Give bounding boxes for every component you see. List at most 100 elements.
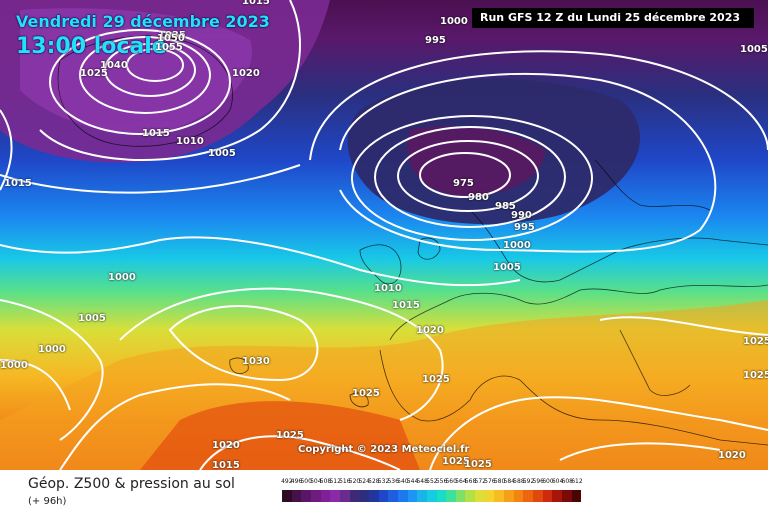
scale-tick: 524: [358, 478, 370, 485]
pressure-label-1010: 1010: [374, 283, 402, 294]
scale-tick: 540: [397, 478, 409, 485]
pressure-label-1015: 1015: [212, 460, 240, 470]
pressure-label-1015: 1015: [242, 0, 270, 7]
pressure-label-1025: 1025: [464, 459, 492, 470]
scale-swatch: [310, 490, 321, 502]
scale-swatch: [397, 490, 408, 502]
scale-swatch: [330, 490, 340, 502]
scale-swatch: [513, 490, 524, 502]
pressure-label-995: 995: [514, 222, 535, 233]
pressure-label-1005: 1005: [740, 44, 768, 55]
scale-swatch: [562, 490, 572, 502]
pressure-label-1015: 1015: [392, 300, 420, 311]
pressure-label-1035: 1035: [158, 30, 186, 41]
forecast-time: 13:00 locale: [16, 34, 167, 59]
scale-tick: 548: [416, 478, 428, 485]
pressure-label-1005: 1005: [78, 313, 106, 324]
scale-tick: 520: [348, 478, 361, 485]
isobars: [0, 0, 768, 470]
scale-swatch: [368, 490, 379, 502]
scale-tick: 576: [484, 478, 496, 485]
coastlines: [57, 35, 768, 446]
scale-tick: 532: [377, 478, 390, 485]
scale-tick: 516: [339, 478, 351, 485]
variable-title: Géop. Z500 & pression au sol: [28, 476, 235, 492]
pressure-label-985: 985: [495, 201, 516, 212]
scale-swatch: [571, 490, 582, 502]
pressure-label-1005: 1005: [493, 262, 521, 273]
legend-bar: Géop. Z500 & pression au sol (+ 96h) 492…: [0, 470, 768, 512]
pressure-label-1000: 1000: [0, 360, 28, 371]
pressure-label-980: 980: [468, 192, 489, 203]
pressure-label-995: 995: [425, 35, 446, 46]
scale-tick: 580: [493, 478, 506, 485]
scale-tick: 544: [406, 478, 419, 485]
forecast-lead: (+ 96h): [28, 496, 67, 507]
scale-swatch: [378, 490, 389, 502]
scale-tick: 536: [387, 478, 399, 485]
pressure-label-1020: 1020: [232, 68, 260, 79]
pressure-label-1050: 1050: [157, 33, 185, 44]
scale-swatch: [504, 490, 514, 502]
scale-tick: 584: [503, 478, 515, 485]
scale-tick: 528: [368, 478, 380, 485]
run-info: Run GFS 12 Z du Lundi 25 décembre 2023: [472, 8, 754, 28]
pressure-label-1020: 1020: [212, 440, 240, 451]
pressure-label-1020: 1020: [416, 325, 444, 336]
map-canvas: [0, 0, 768, 470]
scale-swatch: [523, 490, 534, 502]
pressure-label-1025: 1025: [422, 374, 450, 385]
scale-tick: 592: [522, 478, 535, 485]
scale-swatch: [455, 490, 466, 502]
scale-swatch: [388, 490, 398, 502]
pressure-label-1040: 1040: [100, 60, 128, 71]
scale-tick: 500: [300, 478, 312, 485]
scale-swatch: [446, 490, 456, 502]
scale-tick: 492: [281, 478, 293, 485]
pressure-label-1000: 1000: [38, 344, 66, 355]
scale-swatch: [533, 490, 543, 502]
pressure-label-1025: 1025: [80, 68, 108, 79]
scale-tick: 608: [561, 478, 573, 485]
pressure-label-1025: 1025: [743, 370, 768, 381]
scale-tick: 596: [532, 478, 544, 485]
scale-tick: 556: [435, 478, 448, 485]
scale-tick: 572: [474, 478, 486, 485]
pressure-label-1010: 1010: [176, 136, 204, 147]
scale-tick: 504: [310, 478, 322, 485]
scale-swatch: [407, 490, 418, 502]
pressure-label-1020: 1020: [718, 450, 746, 461]
forecast-date: Vendredi 29 décembre 2023: [16, 12, 270, 31]
scale-swatches: [282, 490, 582, 502]
scale-swatch: [301, 490, 311, 502]
scale-swatch: [494, 490, 505, 502]
scale-swatch: [349, 490, 360, 502]
scale-swatch: [465, 490, 476, 502]
scale-swatch: [436, 490, 447, 502]
pressure-label-1025: 1025: [352, 388, 380, 399]
scale-tick: 564: [455, 478, 467, 485]
scale-tick: 588: [513, 478, 525, 485]
pressure-label-1015: 1015: [4, 178, 32, 189]
pressure-label-1005: 1005: [208, 148, 236, 159]
pressure-label-1025: 1025: [442, 456, 470, 467]
scale-tick: 612: [571, 478, 583, 485]
pressure-label-990: 990: [511, 210, 532, 221]
scale-swatch: [320, 490, 331, 502]
scale-swatch: [484, 490, 495, 502]
scale-tick: 552: [426, 478, 438, 485]
scale-tick: 508: [319, 478, 332, 485]
copyright: Copyright © 2023 Meteociel.fr: [298, 444, 470, 455]
pressure-label-975: 975: [453, 178, 474, 189]
scale-tick: 512: [329, 478, 341, 485]
scale-swatch: [359, 490, 369, 502]
scale-swatch: [291, 490, 302, 502]
pressure-label-1025: 1025: [276, 430, 304, 441]
scale-swatch: [542, 490, 553, 502]
scale-tick: 604: [551, 478, 564, 485]
scale-swatch: [475, 490, 485, 502]
pressure-label-1030: 1030: [242, 356, 270, 367]
scale-tick: 560: [445, 478, 457, 485]
scale-swatch: [282, 490, 292, 502]
scale-tick: 496: [290, 478, 303, 485]
